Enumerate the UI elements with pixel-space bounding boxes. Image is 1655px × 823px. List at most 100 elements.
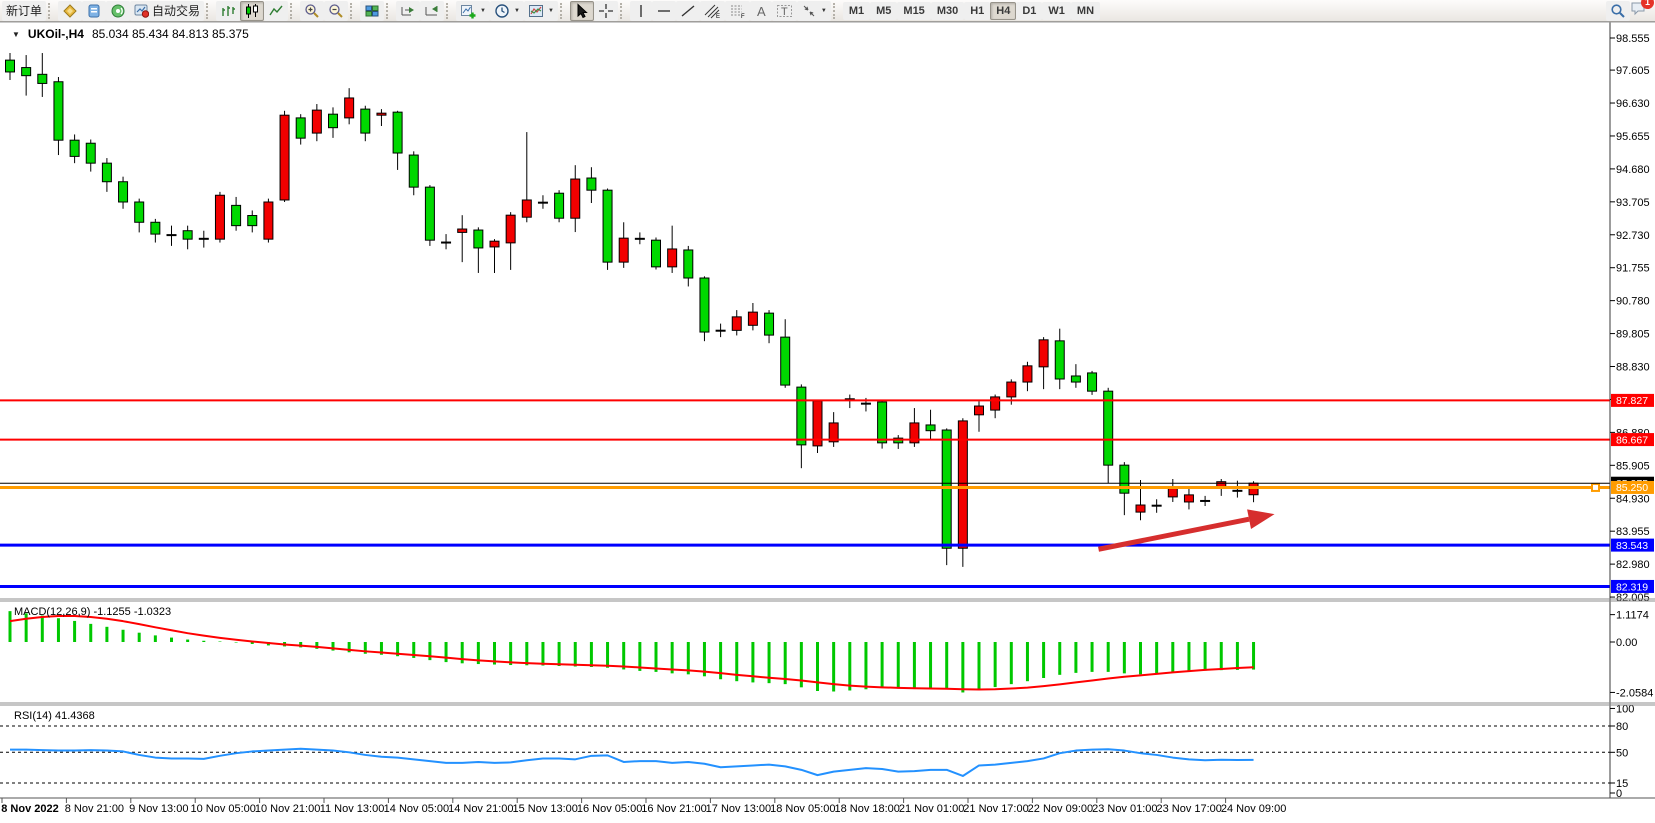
- time-label: 15 Nov 13:00: [512, 803, 577, 815]
- chart-shift-button[interactable]: [420, 0, 445, 21]
- candle: [1103, 390, 1114, 466]
- macd-panel[interactable]: MACD(12,26,9) -1.1255 -1.0323 1.1174 0.00 -…: [8, 606, 1653, 699]
- rsi-tick-label: 80: [1616, 721, 1628, 733]
- profiles-button[interactable]: [82, 0, 107, 21]
- search-icon: [1611, 3, 1625, 18]
- search-button[interactable]: [1606, 0, 1630, 21]
- candle: [1022, 365, 1033, 383]
- candle: [231, 204, 242, 227]
- auto-scroll-button[interactable]: [396, 0, 421, 21]
- price-tick-label: 85.905: [1616, 460, 1650, 472]
- price-axis[interactable]: 98.555 97.605 96.630 95.655 94.680 93.705 92.7…: [1609, 22, 1654, 798]
- zoom-out-icon: [329, 3, 343, 18]
- toolbar-grip: [386, 2, 392, 19]
- timeframe-w1[interactable]: W1: [1042, 1, 1071, 20]
- candle: [408, 154, 419, 188]
- svg-text:87.827: 87.827: [1616, 395, 1648, 407]
- timeframe-m1[interactable]: M1: [842, 1, 871, 20]
- svg-text:86.667: 86.667: [1616, 434, 1648, 446]
- chat-button[interactable]: 1: [1630, 0, 1654, 21]
- time-label: 22 Nov 09:00: [1028, 803, 1093, 815]
- timeframe-m30[interactable]: M30: [930, 1, 965, 20]
- timeframe-h4[interactable]: H4: [990, 1, 1017, 20]
- candle: [69, 139, 80, 157]
- tile-windows-icon: [365, 5, 379, 16]
- periods-button[interactable]: ▼: [489, 0, 524, 21]
- collapse-icon[interactable]: ▼: [12, 29, 20, 39]
- candle: [747, 311, 758, 326]
- toolbar-grip: [619, 2, 626, 19]
- timeframe-h1[interactable]: H1: [964, 1, 991, 20]
- time-label: 11 Nov 13:00: [320, 803, 385, 815]
- svg-text:82.319: 82.319: [1616, 581, 1648, 593]
- text-button[interactable]: A: [749, 0, 772, 21]
- new-order-label: 新订单: [6, 4, 43, 18]
- macd-tick-label: 0.00: [1616, 637, 1637, 649]
- signal-button[interactable]: [106, 0, 131, 21]
- templates-icon: [528, 4, 543, 17]
- new-order-button[interactable]: 新订单: [2, 0, 47, 21]
- time-label: 24 Nov 09:00: [1221, 803, 1286, 815]
- price-tick-label: 92.730: [1616, 230, 1650, 242]
- rsi-tick-label: 100: [1616, 703, 1634, 715]
- time-label: 9 Nov 13:00: [129, 803, 188, 815]
- candle: [37, 73, 48, 84]
- timeframe-m5[interactable]: M5: [870, 1, 898, 20]
- notification-badge[interactable]: 1: [1641, 0, 1654, 9]
- autotrading-button[interactable]: 自动交易: [130, 0, 205, 21]
- price-panel[interactable]: [0, 53, 1610, 588]
- zoom-out-button[interactable]: [324, 0, 349, 21]
- trend-arrow[interactable]: [1098, 509, 1275, 552]
- gold-chart-icon[interactable]: [58, 0, 83, 21]
- macd-label: MACD(12,26,9) -1.1255 -1.0323: [14, 606, 171, 618]
- candle: [877, 401, 888, 444]
- profiles-icon: [88, 4, 100, 17]
- time-label: 18 Nov 18:00: [834, 803, 899, 815]
- horizontal-lines[interactable]: [0, 399, 1610, 588]
- trendline-button[interactable]: [675, 0, 700, 21]
- horizontal-line-button[interactable]: [651, 0, 676, 21]
- equidistant-channel-button[interactable]: E: [699, 0, 725, 21]
- time-label: 8 Nov 2022: [1, 803, 58, 815]
- timeframe-m15[interactable]: M15: [897, 1, 931, 20]
- templates-button[interactable]: ▼: [523, 0, 558, 21]
- arrows-button[interactable]: ▼: [796, 0, 831, 21]
- horizontal-line-85.250[interactable]: [0, 482, 1610, 492]
- crosshair-button[interactable]: [593, 0, 618, 21]
- candle: [699, 277, 710, 333]
- fibonacci-button[interactable]: F: [724, 0, 750, 21]
- timeframe-label: M5: [876, 4, 892, 17]
- candle: [796, 386, 807, 446]
- price-label-83.543: 83.543: [1611, 538, 1654, 552]
- line-handle[interactable]: [1591, 482, 1600, 492]
- dropdown-caret: ▼: [820, 7, 827, 14]
- candle: [521, 199, 532, 218]
- cursor-icon: [577, 2, 588, 18]
- rsi-panel[interactable]: RSI(14) 41.4368 100 80 50 150: [0, 703, 1634, 800]
- timeframe-label: D1: [1022, 4, 1037, 17]
- time-label: 18 Nov 05:00: [770, 803, 835, 815]
- line-chart-icon: [269, 5, 283, 15]
- zoom-in-button[interactable]: [300, 0, 325, 21]
- candle: [182, 230, 193, 240]
- tile-windows-button[interactable]: [360, 0, 385, 21]
- cursor-button[interactable]: [569, 0, 594, 21]
- candle: [279, 114, 290, 201]
- candlestick-chart-button[interactable]: [240, 0, 265, 21]
- candle: [85, 142, 96, 164]
- bar-chart-button[interactable]: [216, 0, 241, 21]
- candle: [570, 178, 581, 219]
- time-axis[interactable]: 8 Nov 2022 8 Nov 21:00 9 Nov 13:00 10 Nov 0…: [1, 798, 1286, 815]
- candle: [909, 422, 920, 444]
- timeframe-mn[interactable]: MN: [1070, 1, 1101, 20]
- candle: [618, 237, 629, 263]
- price-tick-label: 90.780: [1616, 296, 1650, 308]
- text-label-button[interactable]: T: [771, 0, 797, 21]
- line-chart-button[interactable]: [264, 0, 289, 21]
- timeframe-d1[interactable]: D1: [1016, 1, 1043, 20]
- toolbar-grip: [446, 2, 452, 19]
- indicators-button[interactable]: ▼: [456, 0, 490, 21]
- vertical-line-button[interactable]: [629, 0, 652, 21]
